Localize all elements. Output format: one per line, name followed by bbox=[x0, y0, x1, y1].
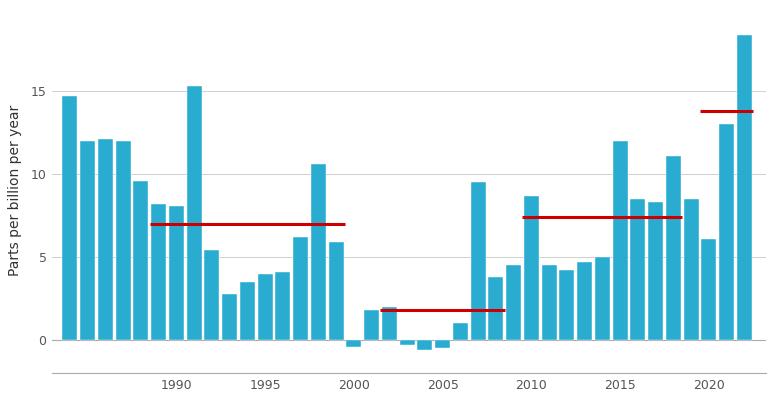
Bar bbox=[346, 340, 361, 346]
Bar bbox=[382, 307, 397, 340]
Bar bbox=[187, 86, 202, 340]
Bar bbox=[328, 242, 344, 340]
Bar bbox=[311, 164, 326, 340]
Bar bbox=[169, 206, 184, 340]
Bar bbox=[62, 96, 77, 340]
Bar bbox=[258, 274, 272, 340]
Bar bbox=[293, 237, 308, 340]
Bar bbox=[506, 265, 521, 340]
Bar bbox=[399, 340, 415, 345]
Bar bbox=[364, 310, 379, 340]
Bar bbox=[594, 257, 610, 340]
Bar bbox=[98, 139, 113, 340]
Bar bbox=[471, 182, 485, 340]
Bar bbox=[701, 239, 717, 340]
Bar bbox=[612, 141, 628, 340]
Bar bbox=[240, 282, 255, 340]
Bar bbox=[488, 277, 503, 340]
Bar bbox=[80, 141, 95, 340]
Bar bbox=[453, 323, 468, 340]
Bar bbox=[560, 270, 574, 340]
Bar bbox=[737, 35, 752, 340]
Bar bbox=[648, 202, 663, 340]
Bar bbox=[115, 141, 131, 340]
Bar bbox=[151, 204, 166, 340]
Bar bbox=[577, 262, 592, 340]
Bar bbox=[276, 272, 290, 340]
Y-axis label: Parts per billion per year: Parts per billion per year bbox=[9, 105, 22, 276]
Bar bbox=[133, 181, 149, 340]
Bar bbox=[417, 340, 433, 350]
Bar bbox=[630, 199, 646, 340]
Bar bbox=[435, 340, 450, 348]
Bar bbox=[666, 156, 681, 340]
Bar bbox=[222, 294, 237, 340]
Bar bbox=[683, 199, 699, 340]
Bar bbox=[542, 265, 557, 340]
Bar bbox=[719, 124, 735, 340]
Bar bbox=[524, 196, 539, 340]
Bar bbox=[204, 250, 219, 340]
